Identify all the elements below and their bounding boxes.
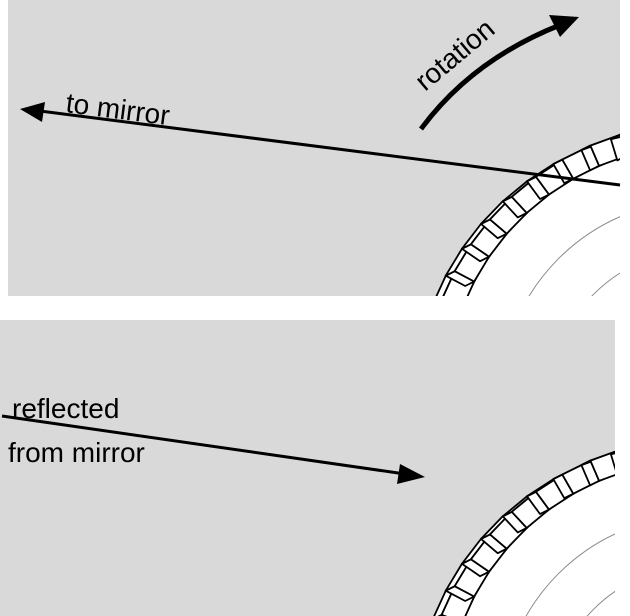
reflected-beam	[1, 414, 425, 484]
wheel-disc	[463, 473, 615, 616]
wheel-tooth	[619, 133, 620, 139]
wheel-disc	[466, 156, 620, 296]
wheel-tooth-side	[433, 300, 463, 313]
wheel-tooth-top	[610, 451, 615, 456]
rotation-arrow	[418, 15, 579, 131]
rotation-arc	[418, 22, 561, 131]
reflected-label-line2: from mirror	[8, 437, 145, 468]
arrowhead-left-icon	[20, 102, 45, 122]
beam-line	[1, 414, 406, 476]
arrowhead-up-right-icon	[549, 15, 579, 37]
arrowhead-right-icon	[397, 464, 425, 484]
beam-line	[39, 109, 621, 187]
wheel-tooth	[589, 450, 615, 482]
top-panel: to mirror rotation	[8, 0, 621, 313]
to-mirror-beam	[20, 102, 621, 187]
reflected-label-line1: reflected	[12, 393, 119, 424]
bottom-panel: reflected from mirror	[0, 320, 630, 616]
wheel-tooth-top	[610, 133, 620, 141]
toothed-wheel-bottom	[433, 442, 630, 616]
wheel-tooth	[620, 442, 630, 471]
